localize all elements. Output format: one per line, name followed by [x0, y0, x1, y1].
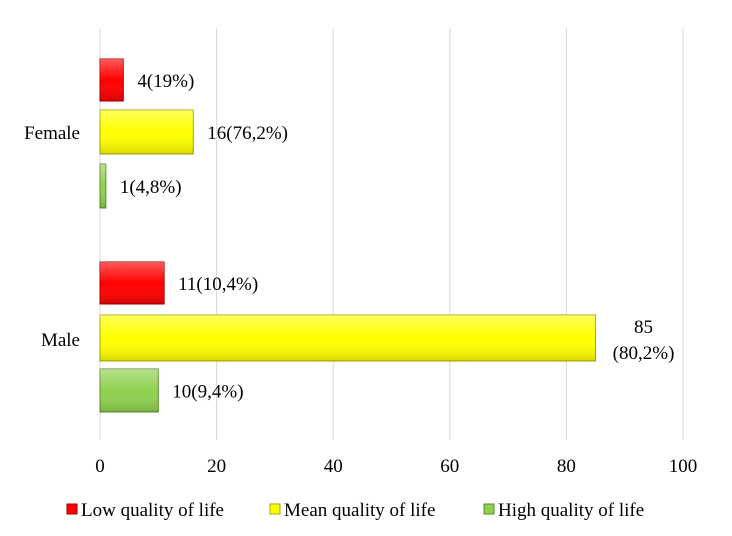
data-label: 11(10,4%): [178, 274, 258, 295]
category-label-male: Male: [41, 330, 80, 351]
x-tick-label: 80: [557, 456, 576, 477]
data-label: (80,2%): [613, 343, 675, 364]
x-tick-label: 0: [95, 456, 105, 477]
bar-bevel: [100, 315, 596, 361]
legend-swatch: [269, 503, 281, 515]
data-label: 85: [634, 317, 653, 338]
x-tick-label: 20: [207, 456, 226, 477]
legend-swatch: [66, 503, 78, 515]
bar-bevel: [100, 59, 124, 101]
legend-swatch: [483, 503, 495, 515]
data-label: 10(9,4%): [172, 382, 243, 403]
bar-bevel: [100, 164, 106, 208]
data-label: 4(19%): [137, 71, 194, 92]
data-labels: 4(19%) 11(10,4%) 16(76,2%) 85 (80,2%) 1(4,8%)…: [120, 71, 675, 403]
data-label: 16(76,2%): [207, 123, 288, 144]
data-label: 1(4,8%): [120, 177, 182, 198]
category-label-female: Female: [24, 123, 80, 144]
bar-bevel: [100, 369, 159, 412]
x-tick-label: 100: [669, 456, 698, 477]
legend-label: Mean quality of life: [284, 500, 435, 521]
bar-bevel: [100, 262, 165, 304]
legend: Low quality of life Mean quality of life H…: [66, 500, 644, 521]
x-tick-label: 60: [440, 456, 459, 477]
legend-label: Low quality of life: [81, 500, 224, 521]
legend-label: High quality of life: [498, 500, 644, 521]
bar-bevel: [100, 110, 194, 154]
category-axis-labels: Female Male: [24, 123, 80, 351]
x-tick-label: 40: [324, 456, 343, 477]
x-axis-tick-labels: 0 20 40 60 80 100: [95, 456, 697, 477]
bars: [99, 58, 597, 413]
